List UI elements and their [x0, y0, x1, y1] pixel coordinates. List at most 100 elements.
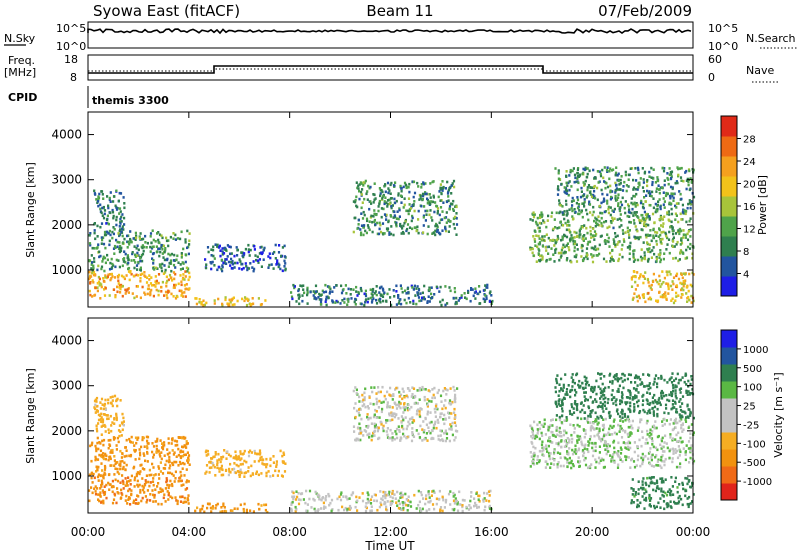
range-gate-cell	[366, 434, 368, 437]
range-gate-cell	[677, 491, 679, 494]
range-gate-cell	[689, 437, 691, 440]
range-gate-cell	[182, 467, 184, 470]
range-gate-cell	[617, 241, 619, 244]
range-gate-cell	[388, 288, 390, 291]
range-gate-cell	[684, 477, 686, 480]
range-gate-cell	[490, 294, 492, 297]
range-gate-cell	[642, 436, 644, 439]
range-gate-cell	[577, 248, 579, 251]
range-gate-cell	[139, 491, 141, 494]
range-gate-cell	[539, 450, 541, 453]
range-gate-cell	[156, 445, 158, 448]
range-gate-cell	[237, 470, 239, 473]
range-gate-cell	[599, 212, 601, 215]
range-gate-cell	[127, 498, 129, 501]
range-gate-cell	[430, 293, 432, 296]
range-gate-cell	[400, 187, 402, 190]
range-gate-cell	[546, 259, 548, 262]
range-gate-cell	[441, 218, 443, 221]
range-gate-cell	[440, 286, 442, 289]
range-gate-cell	[96, 469, 98, 472]
range-gate-cell	[645, 499, 647, 502]
range-gate-cell	[676, 440, 678, 443]
range-gate-cell	[614, 432, 616, 435]
range-gate-cell	[412, 300, 414, 303]
range-gate-cell	[593, 211, 595, 214]
range-gate-cell	[114, 296, 116, 299]
range-gate-cell	[559, 416, 561, 419]
range-gate-cell	[564, 246, 566, 249]
range-gate-cell	[607, 402, 609, 405]
range-gate-cell	[368, 208, 370, 211]
range-gate-cell	[408, 213, 410, 216]
range-gate-cell	[427, 404, 429, 407]
range-gate-cell	[400, 284, 402, 287]
range-gate-cell	[163, 245, 165, 248]
range-gate-cell	[566, 391, 568, 394]
range-gate-cell	[562, 389, 564, 392]
range-gate-cell	[380, 423, 382, 426]
range-gate-cell	[630, 381, 632, 384]
range-gate-cell	[212, 507, 214, 510]
range-gate-cell	[666, 172, 668, 175]
range-gate-cell	[609, 425, 611, 428]
range-gate-cell	[580, 196, 582, 199]
range-gate-cell	[686, 483, 688, 486]
range-gate-cell	[354, 298, 356, 301]
range-gate-cell	[680, 198, 682, 201]
range-gate-cell	[633, 495, 635, 498]
range-gate-cell	[114, 493, 116, 496]
range-gate-cell	[566, 458, 568, 461]
range-gate-cell	[473, 295, 475, 298]
range-gate-cell	[205, 267, 207, 270]
range-gate-cell	[395, 414, 397, 417]
range-gate-cell	[669, 492, 671, 495]
range-gate-cell	[573, 424, 575, 427]
range-gate-cell	[160, 461, 162, 464]
range-gate-cell	[660, 456, 662, 459]
range-gate-cell	[140, 464, 142, 467]
range-gate-cell	[185, 254, 187, 257]
range-gate-cell	[411, 416, 413, 419]
range-gate-cell	[564, 210, 566, 213]
range-gate-cell	[397, 294, 399, 297]
range-gate-cell	[671, 461, 673, 464]
range-gate-cell	[102, 444, 104, 447]
range-gate-cell	[586, 195, 588, 198]
range-gate-cell	[181, 284, 183, 287]
range-gate-cell	[213, 264, 215, 267]
range-gate-cell	[566, 461, 568, 464]
range-gate-cell	[278, 251, 280, 254]
range-gate-cell	[106, 418, 108, 421]
range-gate-cell	[365, 295, 367, 298]
range-gate-cell	[627, 378, 629, 381]
range-gate-cell	[628, 185, 630, 188]
range-gate-cell	[104, 424, 106, 427]
range-gate-cell	[569, 410, 571, 413]
range-gate-cell	[535, 234, 537, 237]
range-gate-cell	[408, 197, 410, 200]
range-gate-cell	[280, 450, 282, 453]
range-gate-cell	[111, 231, 113, 234]
range-gate-cell	[180, 474, 182, 477]
range-gate-cell	[548, 455, 550, 458]
range-gate-cell	[454, 389, 456, 392]
range-gate-cell	[174, 286, 176, 289]
range-gate-cell	[662, 491, 664, 494]
range-gate-cell	[353, 430, 355, 433]
range-gate-cell	[438, 290, 440, 293]
range-gate-cell	[431, 297, 433, 300]
range-gate-cell	[633, 187, 635, 190]
range-gate-cell	[633, 460, 635, 463]
range-gate-cell	[108, 223, 110, 226]
range-gate-cell	[169, 484, 171, 487]
range-gate-cell	[431, 429, 433, 432]
range-gate-cell	[108, 431, 110, 434]
range-gate-cell	[186, 487, 188, 490]
range-gate-cell	[166, 477, 168, 480]
range-gate-cell	[614, 461, 616, 464]
range-gate-cell	[638, 505, 640, 508]
range-gate-cell	[675, 206, 677, 209]
range-gate-cell	[443, 414, 445, 417]
range-gate-cell	[172, 237, 174, 240]
